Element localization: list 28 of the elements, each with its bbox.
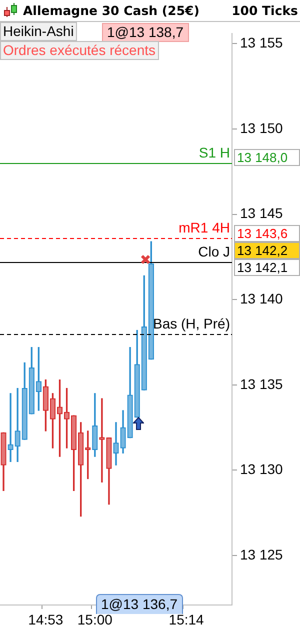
annotation: 1@13 138,7 bbox=[102, 23, 188, 42]
text: 100 Ticks bbox=[232, 2, 298, 20]
y-tick-label: 13 145 bbox=[240, 205, 284, 222]
text: 13 142,2 bbox=[234, 242, 300, 259]
annotation: Ordres exécutés récents bbox=[0, 41, 159, 60]
annotation: 1@13 136,7 bbox=[96, 594, 182, 614]
x-tick-label: 14:53 bbox=[28, 611, 64, 628]
ref-line-label: Clo J bbox=[198, 243, 230, 260]
y-tick-label: 13 135 bbox=[240, 376, 284, 392]
ref-line-label: mR1 4H bbox=[178, 219, 230, 236]
y-tick-label: 13 155 bbox=[240, 34, 284, 50]
text: 13 143,6 bbox=[234, 225, 300, 242]
y-tick-label: 13 140 bbox=[240, 290, 284, 306]
candlestick bbox=[8, 393, 14, 462]
y-tick-label: 13 130 bbox=[240, 461, 284, 478]
chart-title: Allemagne 30 Cash (25€) bbox=[23, 2, 200, 20]
candlestick bbox=[14, 388, 20, 462]
y-tick-label: 13 150 bbox=[240, 120, 284, 136]
annotation: Heikin-Ashi bbox=[0, 22, 77, 41]
candlestick bbox=[113, 422, 119, 466]
ref-line-label: Bas (H, Pré) bbox=[152, 315, 230, 332]
x-tick-label: 15:14 bbox=[168, 611, 204, 628]
y-tick-label: 13 125 bbox=[240, 546, 284, 562]
text: 13 148,0 bbox=[234, 149, 300, 166]
candlestick bbox=[99, 398, 105, 482]
text: 13 142,1 bbox=[234, 259, 300, 276]
x-tick-label: 15:00 bbox=[77, 611, 113, 628]
ref-line-label: S1 H bbox=[198, 144, 230, 160]
